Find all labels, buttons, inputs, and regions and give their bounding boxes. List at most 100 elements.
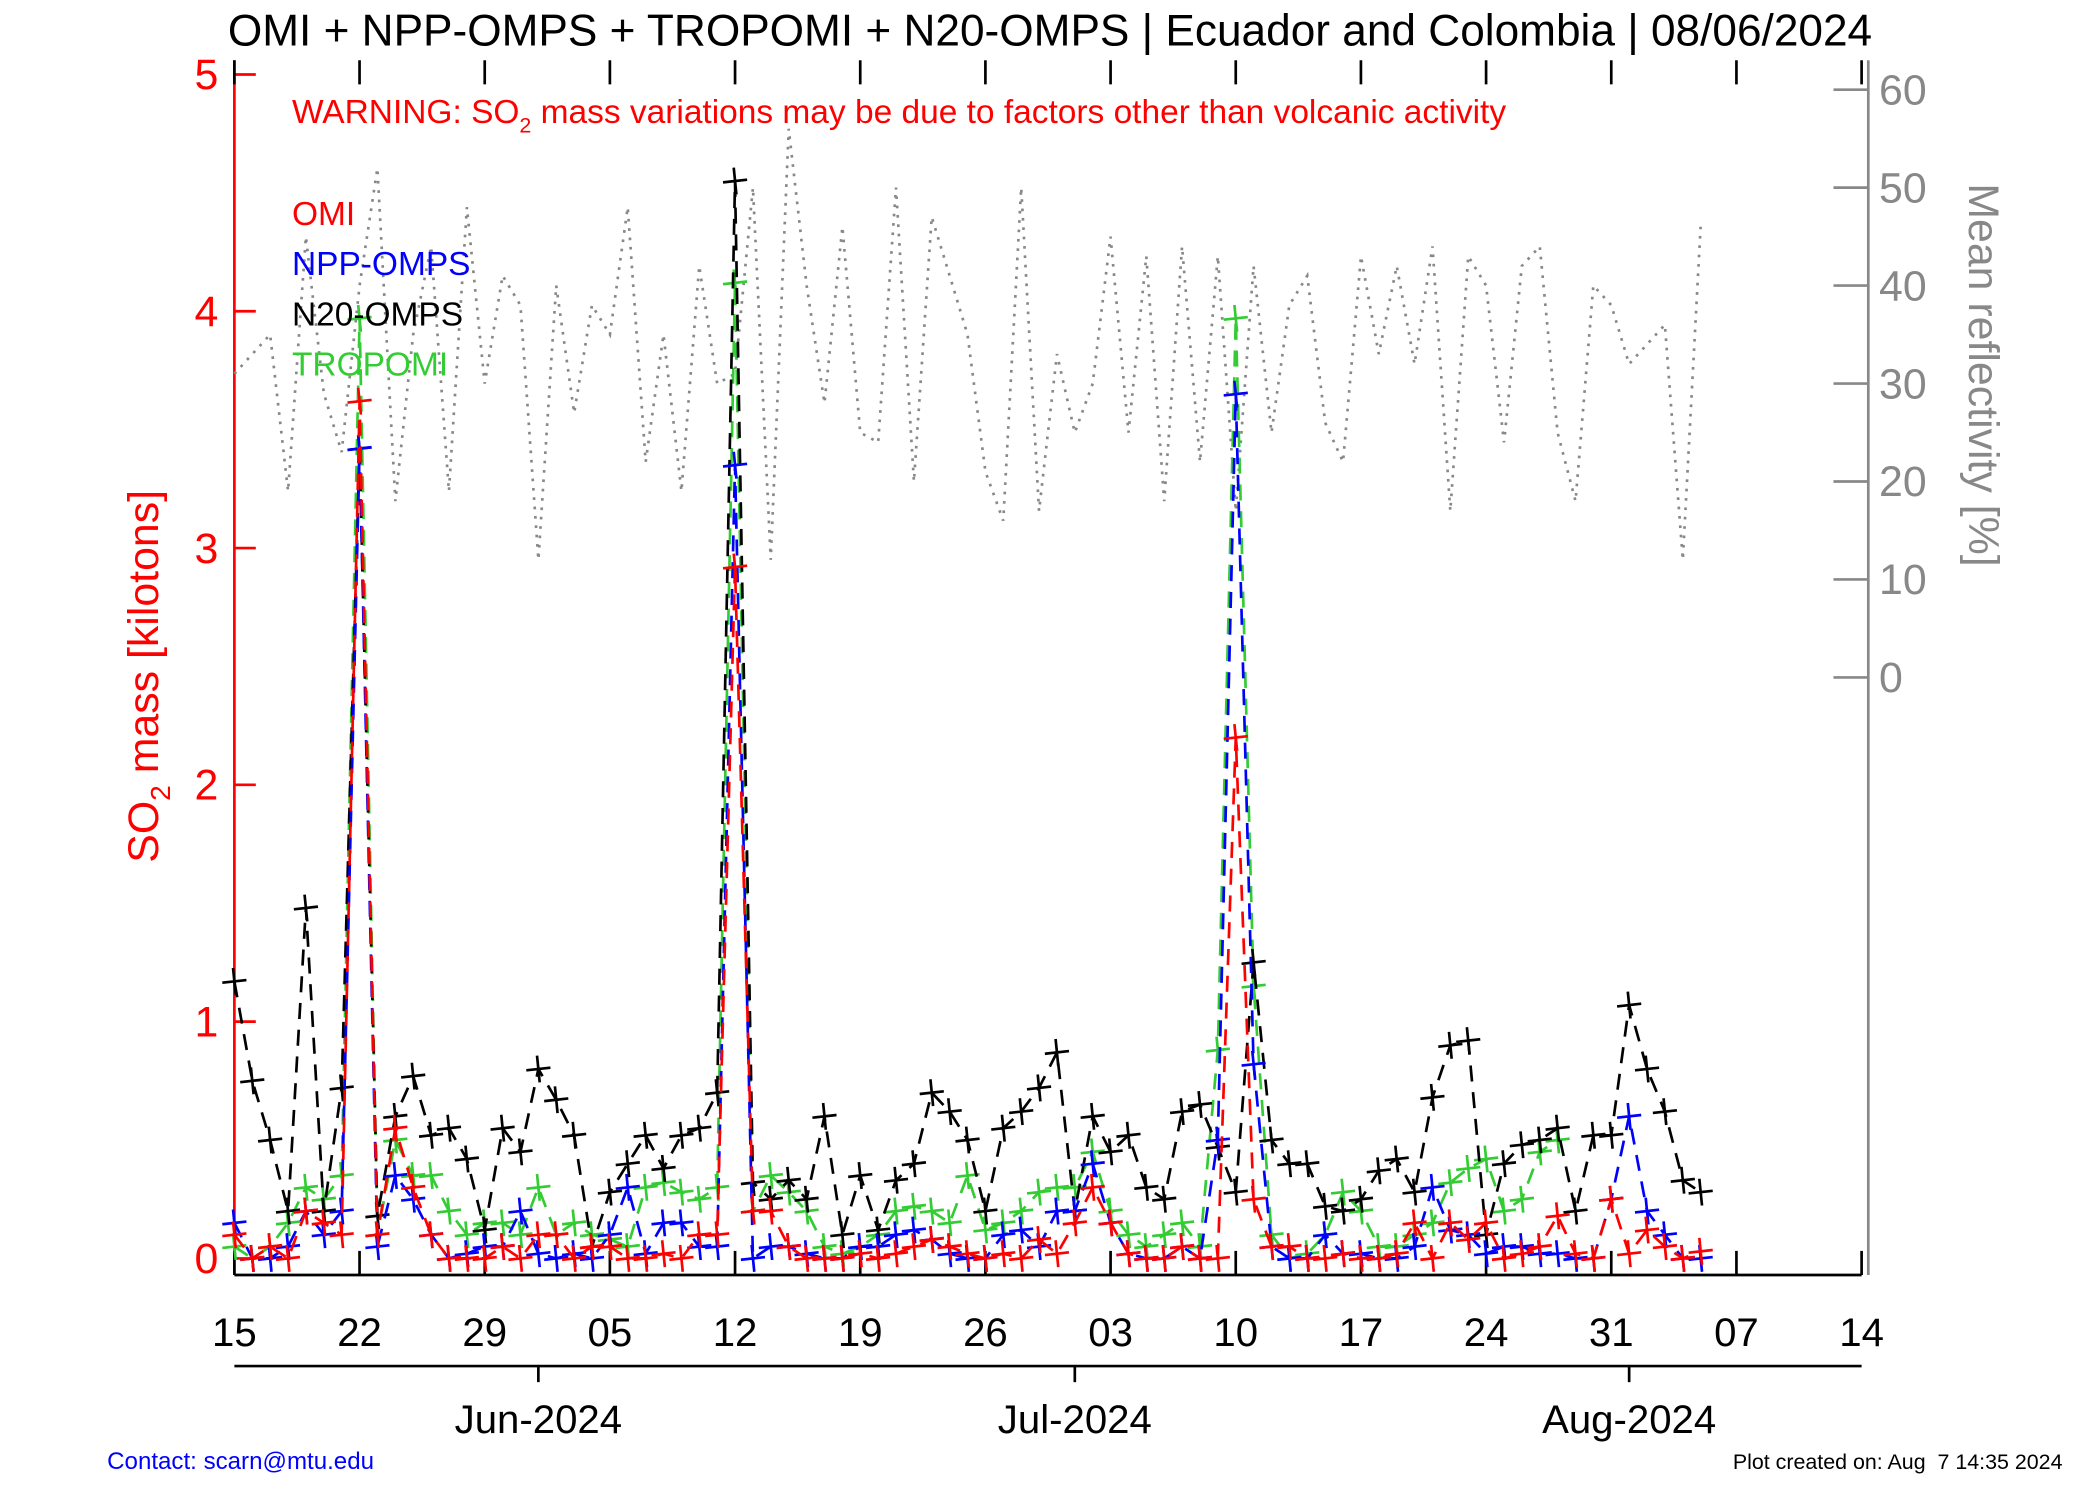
marker [1223, 304, 1248, 332]
marker [973, 1216, 998, 1244]
marker [1599, 1121, 1624, 1149]
x-tick-label: 07 [1714, 1310, 1759, 1355]
marker [418, 1162, 444, 1190]
marker [508, 1138, 533, 1166]
marker [1688, 1178, 1713, 1206]
x-tick-label: 17 [1339, 1310, 1384, 1355]
marker [1241, 1185, 1266, 1213]
marker [544, 1221, 569, 1249]
marker [561, 1121, 587, 1149]
marker [1312, 1221, 1338, 1249]
marker [776, 1233, 801, 1261]
marker [1241, 1050, 1266, 1078]
marker [1545, 1202, 1570, 1230]
marker [704, 1221, 730, 1249]
marker [1545, 1240, 1570, 1268]
marker [615, 1244, 640, 1272]
x-tick-label: 22 [337, 1310, 382, 1355]
marker [1634, 1197, 1660, 1225]
marker [1438, 1031, 1463, 1059]
marker [436, 1197, 462, 1225]
marker [883, 1221, 909, 1249]
marker [687, 1221, 712, 1249]
marker [1509, 1185, 1535, 1213]
marker [758, 1233, 784, 1261]
marker [1169, 1209, 1195, 1237]
marker [1277, 1233, 1302, 1261]
y-tick-label: 5 [194, 51, 218, 99]
series-line [233, 401, 1702, 1262]
marker [1026, 1074, 1052, 1102]
marker [1223, 380, 1248, 408]
marker [669, 1244, 694, 1272]
marker [1277, 1150, 1302, 1178]
marker [991, 1114, 1016, 1142]
marker [1330, 1197, 1356, 1225]
marker [1116, 1221, 1141, 1249]
marker [526, 1221, 551, 1249]
marker [1259, 1233, 1284, 1261]
created-note: Plot created on: Aug 7 14:35 2024 [1733, 1450, 2063, 1474]
marker [1008, 1197, 1034, 1225]
marker [257, 1126, 283, 1154]
marker [365, 1221, 390, 1249]
marker [991, 1221, 1016, 1249]
marker [1491, 1197, 1517, 1225]
marker [1366, 1157, 1392, 1185]
marker [669, 1209, 694, 1237]
marker [1420, 1209, 1445, 1237]
marker [1044, 1240, 1070, 1268]
x-tick-label: 05 [588, 1310, 633, 1355]
marker [1473, 1209, 1499, 1237]
marker [883, 1166, 909, 1194]
marker [722, 167, 748, 195]
marker [1420, 1083, 1445, 1111]
y2-tick-label: 10 [1879, 556, 1927, 604]
marker [651, 1154, 676, 1182]
marker [1438, 1209, 1463, 1237]
marker [776, 1166, 801, 1194]
marker [347, 387, 372, 415]
marker [1187, 1244, 1213, 1272]
marker [311, 1209, 336, 1237]
marker [1098, 1209, 1123, 1237]
y2-tick-label: 0 [1879, 654, 1903, 702]
x-tick-label: 24 [1464, 1310, 1509, 1355]
marker [526, 1055, 551, 1083]
marker [1527, 1233, 1552, 1261]
marker [1581, 1121, 1606, 1149]
marker [472, 1216, 497, 1244]
marker [865, 1216, 891, 1244]
marker [740, 1197, 766, 1225]
marker [293, 894, 319, 922]
marker [1634, 1055, 1660, 1083]
marker [1223, 1178, 1248, 1206]
marker [240, 1067, 265, 1095]
marker [1384, 1240, 1409, 1268]
marker [1080, 1102, 1105, 1130]
x-tick-label: 15 [212, 1310, 257, 1355]
marker [490, 1114, 515, 1142]
marker [454, 1145, 480, 1173]
marker [418, 1221, 444, 1249]
marker [1527, 1126, 1552, 1154]
marker [1205, 1126, 1231, 1154]
marker [973, 1197, 998, 1225]
marker [1026, 1178, 1052, 1206]
x-tick-label: 19 [838, 1310, 883, 1355]
y2-tick-label: 30 [1879, 360, 1927, 408]
marker [919, 1079, 944, 1107]
marker [1616, 1102, 1642, 1130]
marker [275, 1244, 301, 1272]
marker [383, 1162, 408, 1190]
marker [240, 1244, 265, 1272]
marker [222, 1221, 247, 1249]
y-label-subscript: 2 [145, 785, 176, 801]
marker [1688, 1237, 1713, 1265]
marker [848, 1162, 873, 1190]
y2-tick-label: 20 [1879, 458, 1927, 506]
x-tick-label: 10 [1213, 1310, 1258, 1355]
marker [669, 1121, 694, 1149]
